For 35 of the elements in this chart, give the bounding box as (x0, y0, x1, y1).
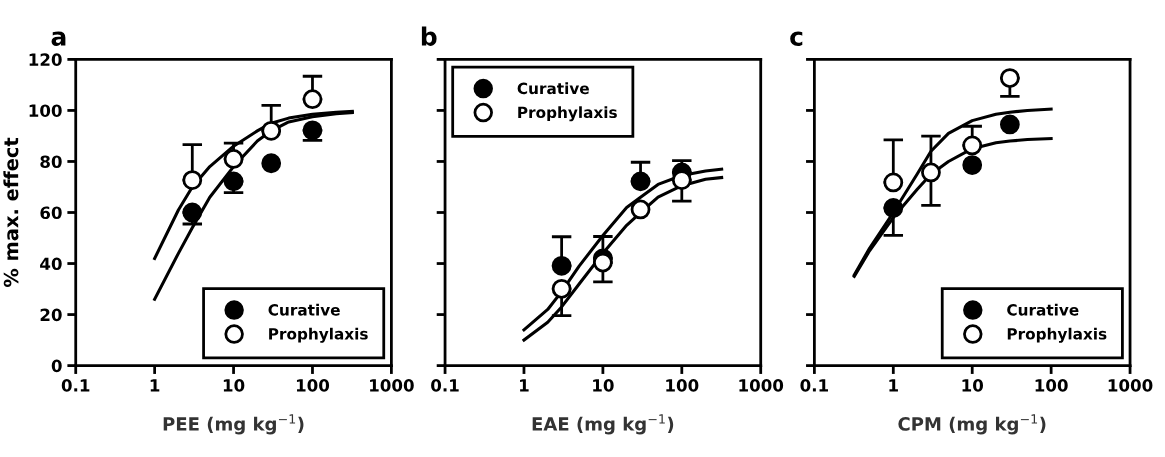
x-tick-label: 1 (889, 379, 898, 392)
y-tick-label: 20 (40, 308, 62, 322)
x-tick-label: 10 (223, 379, 245, 392)
legend-label: Curative (517, 82, 589, 95)
x-tick-label: 100 (1035, 379, 1068, 392)
y-tick-label: 60 (40, 206, 62, 220)
x-tick-label: 100 (296, 379, 330, 392)
y-tick-label: 100 (29, 104, 62, 118)
x-tick-label: 1000 (370, 379, 414, 392)
y-axis-title: % max. effect (3, 137, 19, 288)
legend-label: Prophylaxis (518, 106, 617, 122)
y-tick-label: 40 (40, 257, 62, 271)
legend-label: Prophylaxis (269, 327, 368, 343)
legend-label: Curative (268, 303, 340, 316)
legend-label: Curative (1007, 303, 1079, 316)
x-tick-label: 1 (520, 379, 529, 392)
x-axis-title: CPM (mg kg$^{−1}$) (898, 414, 1046, 435)
x-axis-title: EAE (mg kg$^{−1}$) (532, 414, 674, 435)
x-tick-label: 10 (962, 379, 984, 392)
x-tick-label: 10 (593, 379, 614, 392)
x-axis-title: PEE (mg kg$^{−1}$) (163, 414, 304, 435)
chart-title: b (421, 26, 437, 46)
x-tick-label: 0.1 (800, 379, 828, 392)
y-tick-label: 80 (40, 155, 62, 169)
y-tick-label: 0 (51, 359, 62, 373)
x-tick-label: 1000 (739, 379, 784, 392)
x-tick-label: 1 (150, 379, 160, 392)
x-tick-label: 100 (666, 379, 699, 392)
chart-title: a (51, 31, 66, 46)
x-tick-label: 1000 (1108, 379, 1153, 392)
y-tick-label: 120 (29, 53, 62, 66)
x-tick-label: 0.1 (61, 379, 90, 392)
chart-title: c (790, 31, 803, 46)
x-tick-label: 0.1 (431, 379, 459, 392)
legend-label: Prophylaxis (1007, 327, 1107, 343)
